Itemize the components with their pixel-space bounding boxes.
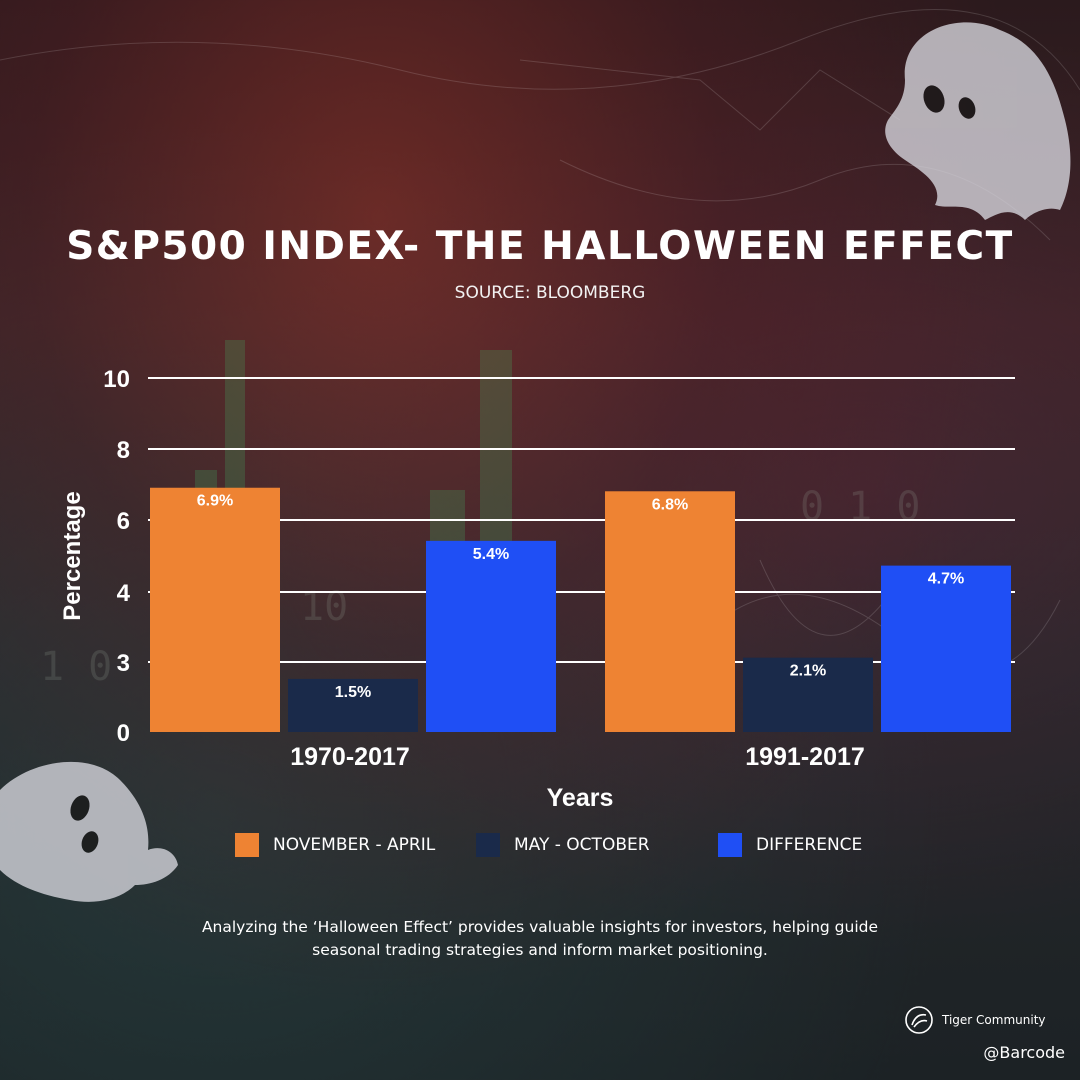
- legend-label: DIFFERENCE: [756, 835, 863, 855]
- caption-line-2: seasonal trading strategies and inform m…: [312, 941, 768, 959]
- bar-data-label: 6.9%: [197, 493, 233, 510]
- brand-name: Tiger Community: [942, 1013, 1046, 1027]
- y-tick-label: 10: [103, 366, 130, 393]
- ghost-icon: [885, 22, 1071, 220]
- y-axis-label: Percentage: [59, 491, 86, 620]
- bar-difference: [881, 565, 1011, 732]
- legend-swatch: [235, 833, 259, 857]
- caption-line-1: Analyzing the ‘Halloween Effect’ provide…: [201, 918, 879, 936]
- legend-item: DIFFERENCE: [718, 832, 862, 858]
- author-handle: @Barcode: [983, 1043, 1065, 1062]
- bar-data-label: 6.8%: [652, 496, 688, 513]
- tiger-community-logo-icon: [905, 1006, 933, 1034]
- bar-difference: [426, 540, 556, 732]
- bar-nov-apr: [150, 487, 280, 732]
- y-tick-label: 0: [117, 720, 130, 747]
- ghost-icon: [0, 761, 178, 902]
- y-tick-label: 4: [117, 580, 131, 607]
- bar-may-oct: [288, 678, 418, 732]
- y-tick-label: 8: [117, 437, 130, 464]
- bar-may-oct: [743, 657, 873, 732]
- legend-item: MAY - OCTOBER: [476, 832, 650, 858]
- y-tick-label: 3: [117, 650, 130, 677]
- bar-data-label: 4.7%: [928, 571, 964, 588]
- legend-label: NOVEMBER - APRIL: [273, 835, 436, 855]
- chart-legend: NOVEMBER - APRIL MAY - OCTOBER DIFFERENCE: [0, 832, 1080, 858]
- bar-data-label: 1.5%: [335, 684, 371, 701]
- x-axis-label: Years: [547, 784, 614, 812]
- legend-swatch: [476, 833, 500, 857]
- bar-data-label: 2.1%: [790, 663, 826, 680]
- caption-text: Analyzing the ‘Halloween Effect’ provide…: [140, 916, 940, 962]
- brand-logo: Tiger Community: [904, 1002, 1046, 1038]
- chart-title: S&P500 INDEX- THE HALLOWEEN EFFECT: [66, 224, 1014, 269]
- y-tick-label: 6: [117, 508, 130, 535]
- chart-subtitle: SOURCE: BLOOMBERG: [454, 283, 646, 303]
- svg-text:1 0: 1 0: [40, 644, 112, 690]
- legend-label: MAY - OCTOBER: [514, 835, 650, 855]
- x-category-label: 1991-2017: [745, 743, 865, 771]
- bar-data-label: 5.4%: [473, 546, 509, 563]
- x-category-label: 1970-2017: [290, 743, 410, 771]
- legend-swatch: [718, 833, 742, 857]
- svg-text:0 1 0: 0 1 0: [800, 484, 920, 530]
- bar-nov-apr: [605, 491, 735, 732]
- legend-item: NOVEMBER - APRIL: [235, 832, 435, 858]
